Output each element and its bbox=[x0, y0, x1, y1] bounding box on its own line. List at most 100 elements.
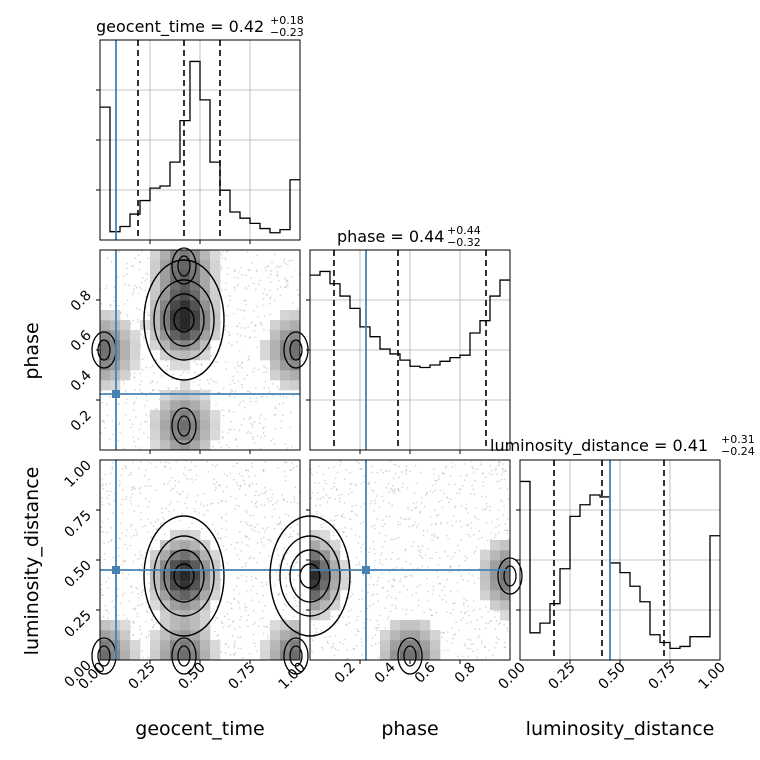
sample-point bbox=[139, 625, 142, 628]
sample-point bbox=[285, 605, 287, 607]
sample-point bbox=[237, 364, 239, 367]
sample-point bbox=[494, 647, 496, 649]
sample-point bbox=[346, 623, 348, 625]
sample-point bbox=[105, 531, 108, 534]
sample-point bbox=[495, 620, 498, 622]
density-cell bbox=[200, 580, 211, 591]
sample-point bbox=[453, 555, 455, 557]
sample-point bbox=[504, 646, 507, 649]
sample-point bbox=[144, 405, 146, 407]
sample-point bbox=[135, 286, 138, 289]
sample-point bbox=[449, 565, 451, 568]
sample-point bbox=[126, 316, 129, 318]
density-cell bbox=[150, 570, 161, 581]
sample-point bbox=[231, 389, 234, 392]
sample-point bbox=[293, 565, 295, 568]
sample-point bbox=[136, 587, 139, 590]
sample-point bbox=[331, 646, 333, 649]
sample-point bbox=[325, 494, 328, 496]
sample-point bbox=[261, 395, 264, 397]
sample-point bbox=[146, 611, 149, 614]
sample-point bbox=[320, 526, 323, 529]
sample-point bbox=[252, 309, 255, 312]
sample-point bbox=[294, 597, 296, 599]
sample-point bbox=[113, 492, 116, 495]
sample-point bbox=[430, 523, 433, 526]
sample-point bbox=[327, 642, 329, 644]
sample-point bbox=[311, 650, 313, 653]
sample-point bbox=[358, 462, 360, 464]
sample-point bbox=[475, 517, 478, 520]
sample-point bbox=[224, 643, 227, 645]
sample-point bbox=[102, 615, 105, 618]
sample-point bbox=[236, 340, 238, 343]
density-cell bbox=[210, 280, 221, 291]
sample-point bbox=[329, 496, 331, 499]
sample-point bbox=[326, 501, 329, 504]
sample-point bbox=[168, 504, 171, 506]
sample-point bbox=[138, 254, 140, 256]
density-cell bbox=[180, 310, 191, 321]
sample-point bbox=[358, 563, 361, 566]
sample-point bbox=[476, 636, 479, 639]
sample-point bbox=[263, 426, 265, 428]
sample-point bbox=[438, 582, 440, 585]
sample-point bbox=[317, 491, 319, 494]
sample-point bbox=[239, 309, 242, 311]
sample-point bbox=[246, 432, 248, 434]
sample-point bbox=[145, 610, 148, 613]
sample-point bbox=[447, 555, 449, 557]
sample-point bbox=[177, 501, 179, 503]
sample-point bbox=[407, 518, 409, 521]
sample-point bbox=[147, 436, 150, 439]
sample-point bbox=[393, 488, 396, 491]
sample-point bbox=[241, 383, 243, 386]
sample-point bbox=[293, 586, 295, 589]
sample-point bbox=[247, 285, 250, 287]
density-cell bbox=[190, 410, 201, 421]
sample-point bbox=[286, 552, 288, 554]
sample-point bbox=[475, 507, 477, 509]
sample-point bbox=[367, 483, 370, 486]
sample-point bbox=[503, 478, 506, 481]
density-cell bbox=[200, 300, 211, 311]
contour-line bbox=[143, 259, 225, 381]
sample-point bbox=[232, 375, 235, 378]
sample-point bbox=[229, 624, 231, 627]
sample-point bbox=[133, 510, 136, 512]
sample-point bbox=[215, 361, 217, 363]
sample-point bbox=[182, 371, 184, 374]
sample-point bbox=[261, 581, 263, 584]
sample-point bbox=[141, 391, 143, 394]
sample-point bbox=[233, 644, 235, 647]
sample-point bbox=[360, 546, 362, 549]
sample-point bbox=[151, 380, 154, 382]
sample-point bbox=[141, 564, 143, 567]
sample-point bbox=[498, 509, 500, 512]
sample-point bbox=[222, 437, 224, 440]
sample-point bbox=[385, 470, 387, 472]
sample-point bbox=[348, 610, 350, 612]
sample-point bbox=[261, 585, 264, 588]
sample-point bbox=[374, 634, 377, 636]
sample-point bbox=[126, 617, 128, 620]
sample-point bbox=[481, 616, 483, 618]
sample-point bbox=[380, 554, 382, 556]
sample-point bbox=[392, 585, 394, 588]
sample-point bbox=[320, 524, 322, 526]
density-cell bbox=[200, 270, 211, 281]
sample-point bbox=[126, 547, 129, 550]
sample-point bbox=[296, 523, 299, 526]
sample-point bbox=[476, 656, 478, 659]
density-cell bbox=[210, 410, 221, 421]
sample-point bbox=[333, 485, 335, 488]
sample-point bbox=[246, 619, 248, 621]
density-cell bbox=[170, 420, 181, 431]
density-cell bbox=[190, 350, 201, 361]
sample-point bbox=[131, 486, 133, 488]
density-cell bbox=[270, 630, 281, 641]
sample-point bbox=[458, 564, 460, 567]
sample-point bbox=[493, 536, 496, 539]
sample-point bbox=[350, 608, 353, 611]
sample-point bbox=[508, 498, 510, 500]
